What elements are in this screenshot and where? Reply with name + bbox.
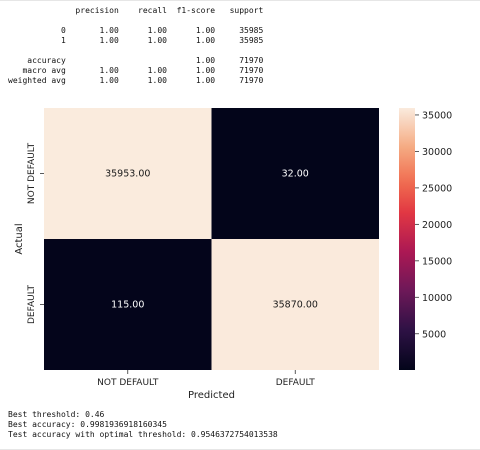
colorbar-tick-label: 10000 bbox=[422, 293, 452, 304]
confusion-matrix-heatmap: 35953.00 32.00 115.00 35870.00 NOT DEFAULT DE… bbox=[14, 108, 452, 401]
cell-annotation: 35953.00 bbox=[105, 169, 150, 180]
report-cell-precision bbox=[66, 46, 119, 55]
report-cell-recall: recall bbox=[118, 6, 167, 15]
top-divider bbox=[0, 0, 480, 1]
colorbar-tick-label: 25000 bbox=[422, 183, 452, 194]
report-cell-recall: 1.00 bbox=[118, 66, 167, 75]
report-cell-recall: 1.00 bbox=[118, 76, 167, 85]
report-cell-label bbox=[8, 46, 66, 55]
results-output: Best threshold: 0.46 Best accuracy: 0.99… bbox=[8, 410, 278, 440]
report-cell-support: 71970 bbox=[215, 76, 264, 85]
y-tick-label: NOT DEFAULT bbox=[27, 142, 37, 204]
report-cell-label: accuracy bbox=[8, 56, 66, 65]
report-cell-label: weighted avg bbox=[8, 76, 66, 85]
cell-annotation: 32.00 bbox=[282, 169, 309, 180]
report-cell-f1: 1.00 bbox=[166, 56, 216, 65]
report-cell-f1: 1.00 bbox=[166, 66, 216, 75]
report-cell-precision: 1.00 bbox=[65, 76, 119, 85]
report-cell-recall bbox=[119, 46, 167, 55]
classification-report: precision recall f1-score support 0 1.00… bbox=[8, 6, 263, 86]
report-cell-f1 bbox=[167, 46, 215, 55]
cell-annotation: 115.00 bbox=[111, 300, 144, 311]
best-accuracy-text: Best accuracy: 0.9981936918160345 bbox=[8, 420, 167, 429]
report-cell-label: 0 bbox=[8, 26, 66, 35]
report-row: 0 1.00 1.00 1.00 35985 bbox=[8, 26, 263, 36]
report-cell-f1: 1.00 bbox=[166, 26, 216, 35]
x-tick-label: DEFAULT bbox=[276, 378, 315, 388]
colorbar-tick-label: 35000 bbox=[422, 110, 452, 121]
best-threshold-text: Best threshold: 0.46 bbox=[8, 410, 105, 419]
report-cell-precision: 1.00 bbox=[65, 36, 119, 45]
report-cell-label: macro avg bbox=[8, 66, 66, 75]
report-cell-support: 71970 bbox=[215, 66, 264, 75]
report-header-row: precision recall f1-score support bbox=[8, 6, 263, 16]
y-tick-label: DEFAULT bbox=[27, 285, 37, 324]
heatmap-cell bbox=[44, 108, 212, 239]
x-tick-label: NOT DEFAULT bbox=[97, 378, 159, 388]
report-cell-support bbox=[215, 46, 263, 55]
report-cell-recall bbox=[119, 56, 167, 65]
report-cell-precision: 1.00 bbox=[65, 66, 119, 75]
colorbar bbox=[399, 108, 415, 370]
colorbar-tick-label: 5000 bbox=[422, 329, 446, 340]
report-cell-recall: 1.00 bbox=[118, 36, 167, 45]
report-cell-support: 35985 bbox=[215, 26, 264, 35]
y-axis-label: Actual bbox=[14, 223, 25, 254]
x-axis-label: Predicted bbox=[188, 390, 235, 401]
report-row: macro avg 1.00 1.00 1.00 71970 bbox=[8, 66, 263, 76]
heatmap-cell bbox=[211, 108, 379, 239]
colorbar-tick-label: 30000 bbox=[422, 147, 452, 158]
report-cell-f1: 1.00 bbox=[166, 76, 216, 85]
report-table: precision recall f1-score support 0 1.00… bbox=[8, 6, 263, 86]
report-cell-precision: 1.00 bbox=[65, 26, 119, 35]
report-cell-recall: 1.00 bbox=[118, 26, 167, 35]
cell-annotation: 35870.00 bbox=[273, 300, 318, 311]
report-cell-label: 1 bbox=[8, 36, 66, 45]
report-cell-precision: precision bbox=[65, 6, 119, 15]
report-row: accuracy 1.00 71970 bbox=[8, 56, 263, 66]
report-cell-f1: f1-score bbox=[166, 6, 216, 15]
report-cell-f1: 1.00 bbox=[166, 36, 216, 45]
report-cell-support: 71970 bbox=[215, 56, 264, 65]
test-accuracy-text: Test accuracy with optimal threshold: 0.… bbox=[8, 430, 278, 439]
report-spacer bbox=[8, 16, 263, 26]
report-row: weighted avg 1.00 1.00 1.00 71970 bbox=[8, 76, 263, 86]
report-row bbox=[8, 46, 263, 56]
report-cell-support: 35985 bbox=[215, 36, 264, 45]
heatmap-cell bbox=[211, 239, 379, 370]
colorbar-tick-label: 20000 bbox=[422, 220, 452, 231]
report-cell-label bbox=[8, 6, 66, 15]
report-cell-support: support bbox=[215, 6, 264, 15]
report-row: 1 1.00 1.00 1.00 35985 bbox=[8, 36, 263, 46]
colorbar-tick-label: 15000 bbox=[422, 256, 452, 267]
report-cell-precision bbox=[66, 56, 119, 65]
heatmap-cell bbox=[44, 239, 212, 370]
